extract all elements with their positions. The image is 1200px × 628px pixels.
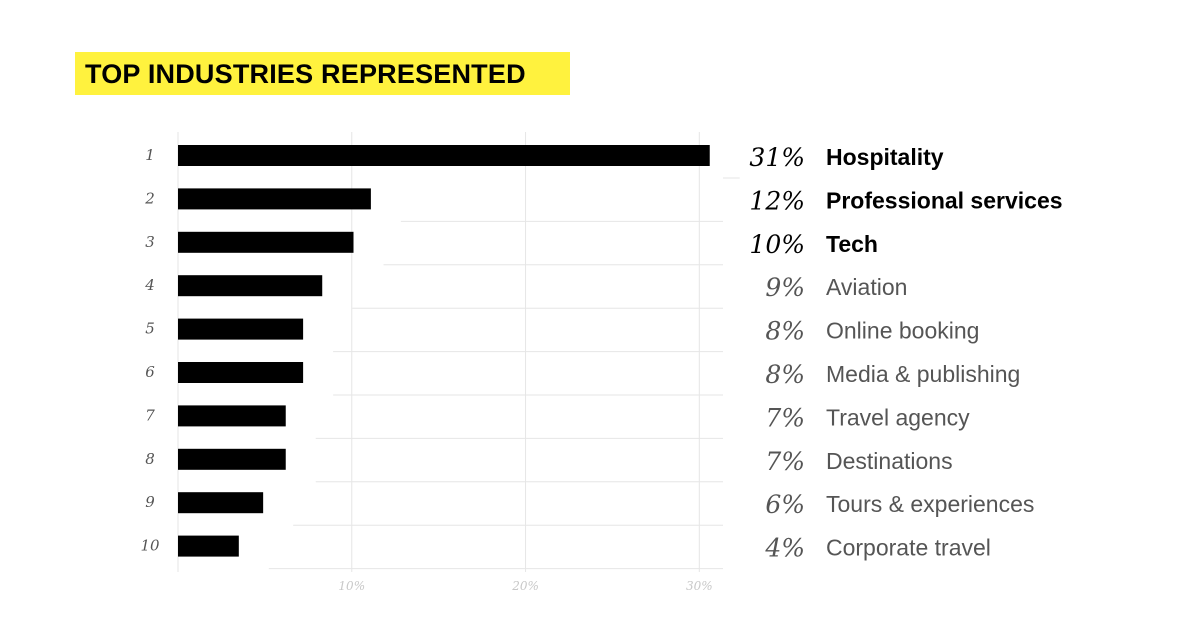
title-highlight	[75, 52, 570, 95]
value-label: 10%	[749, 230, 805, 259]
rank-label: 9	[145, 493, 155, 511]
category-label: Tech	[826, 231, 878, 257]
rank-label: 7	[145, 406, 155, 424]
bar	[178, 318, 304, 340]
category-label: Corporate travel	[826, 535, 991, 561]
rank-label: 8	[145, 450, 155, 468]
rank-label: 5	[145, 320, 155, 338]
value-label: 4%	[764, 534, 805, 563]
category-label: Aviation	[826, 274, 907, 300]
category-label: Tours & experiences	[826, 491, 1034, 517]
rank-label: 10	[140, 537, 160, 555]
value-label: 31%	[749, 143, 805, 172]
value-label: 8%	[765, 360, 805, 389]
bar	[178, 492, 264, 514]
value-label: 12%	[749, 186, 805, 215]
rank-label: 1	[145, 146, 155, 164]
bar	[178, 188, 371, 210]
rank-label: 3	[145, 233, 155, 251]
bar	[178, 405, 286, 427]
rank-label: 2	[144, 189, 155, 207]
rank-label: 4	[144, 276, 155, 294]
category-label: Professional services	[826, 187, 1063, 213]
x-tick-label: 20%	[511, 579, 539, 593]
value-label: 7%	[765, 403, 805, 432]
category-label: Online booking	[826, 318, 979, 344]
value-label: 6%	[765, 490, 805, 519]
bar	[178, 362, 304, 383]
bar	[178, 275, 323, 297]
value-label: 8%	[765, 317, 805, 346]
category-label: Travel agency	[826, 404, 970, 430]
rank-label: 6	[145, 363, 155, 381]
x-tick-label: 10%	[338, 579, 365, 593]
category-label: Destinations	[826, 448, 953, 474]
category-label: Media & publishing	[826, 361, 1020, 387]
bar	[178, 535, 239, 557]
bar	[178, 231, 354, 253]
bar	[178, 448, 286, 470]
category-label: Hospitality	[826, 144, 944, 170]
value-label: 7%	[765, 447, 805, 476]
x-tick-label: 30%	[686, 579, 713, 593]
chart-title: TOP INDUSTRIES REPRESENTED	[85, 59, 526, 89]
bar	[178, 145, 710, 166]
value-label: 9%	[765, 273, 805, 302]
